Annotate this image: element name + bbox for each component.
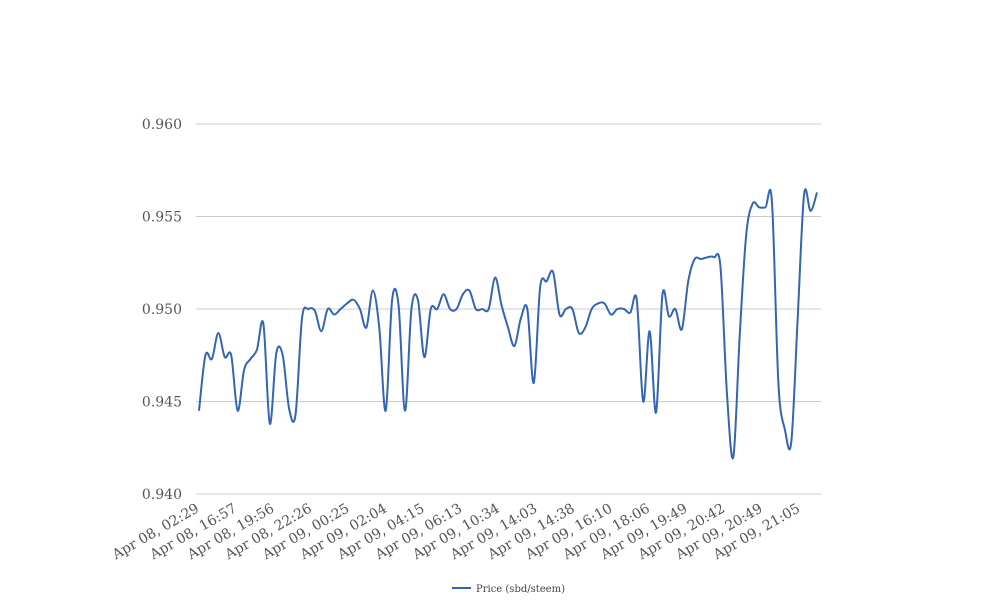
y-tick-label: 0.945 bbox=[142, 395, 182, 411]
y-tick-label: 0.960 bbox=[142, 117, 182, 133]
gridlines bbox=[196, 123, 821, 495]
series-line bbox=[198, 188, 818, 460]
legend-label: Price (sbd/steem) bbox=[476, 584, 565, 595]
y-tick-label: 0.940 bbox=[142, 487, 182, 503]
series-layer bbox=[198, 188, 818, 460]
y-tick-label: 0.950 bbox=[142, 302, 182, 318]
y-tick-label: 0.955 bbox=[142, 210, 182, 226]
y-axis-tick-labels: 0.940 0.945 0.950 0.955 0.960 bbox=[142, 117, 182, 503]
legend: Price (sbd/steem) bbox=[452, 584, 565, 595]
